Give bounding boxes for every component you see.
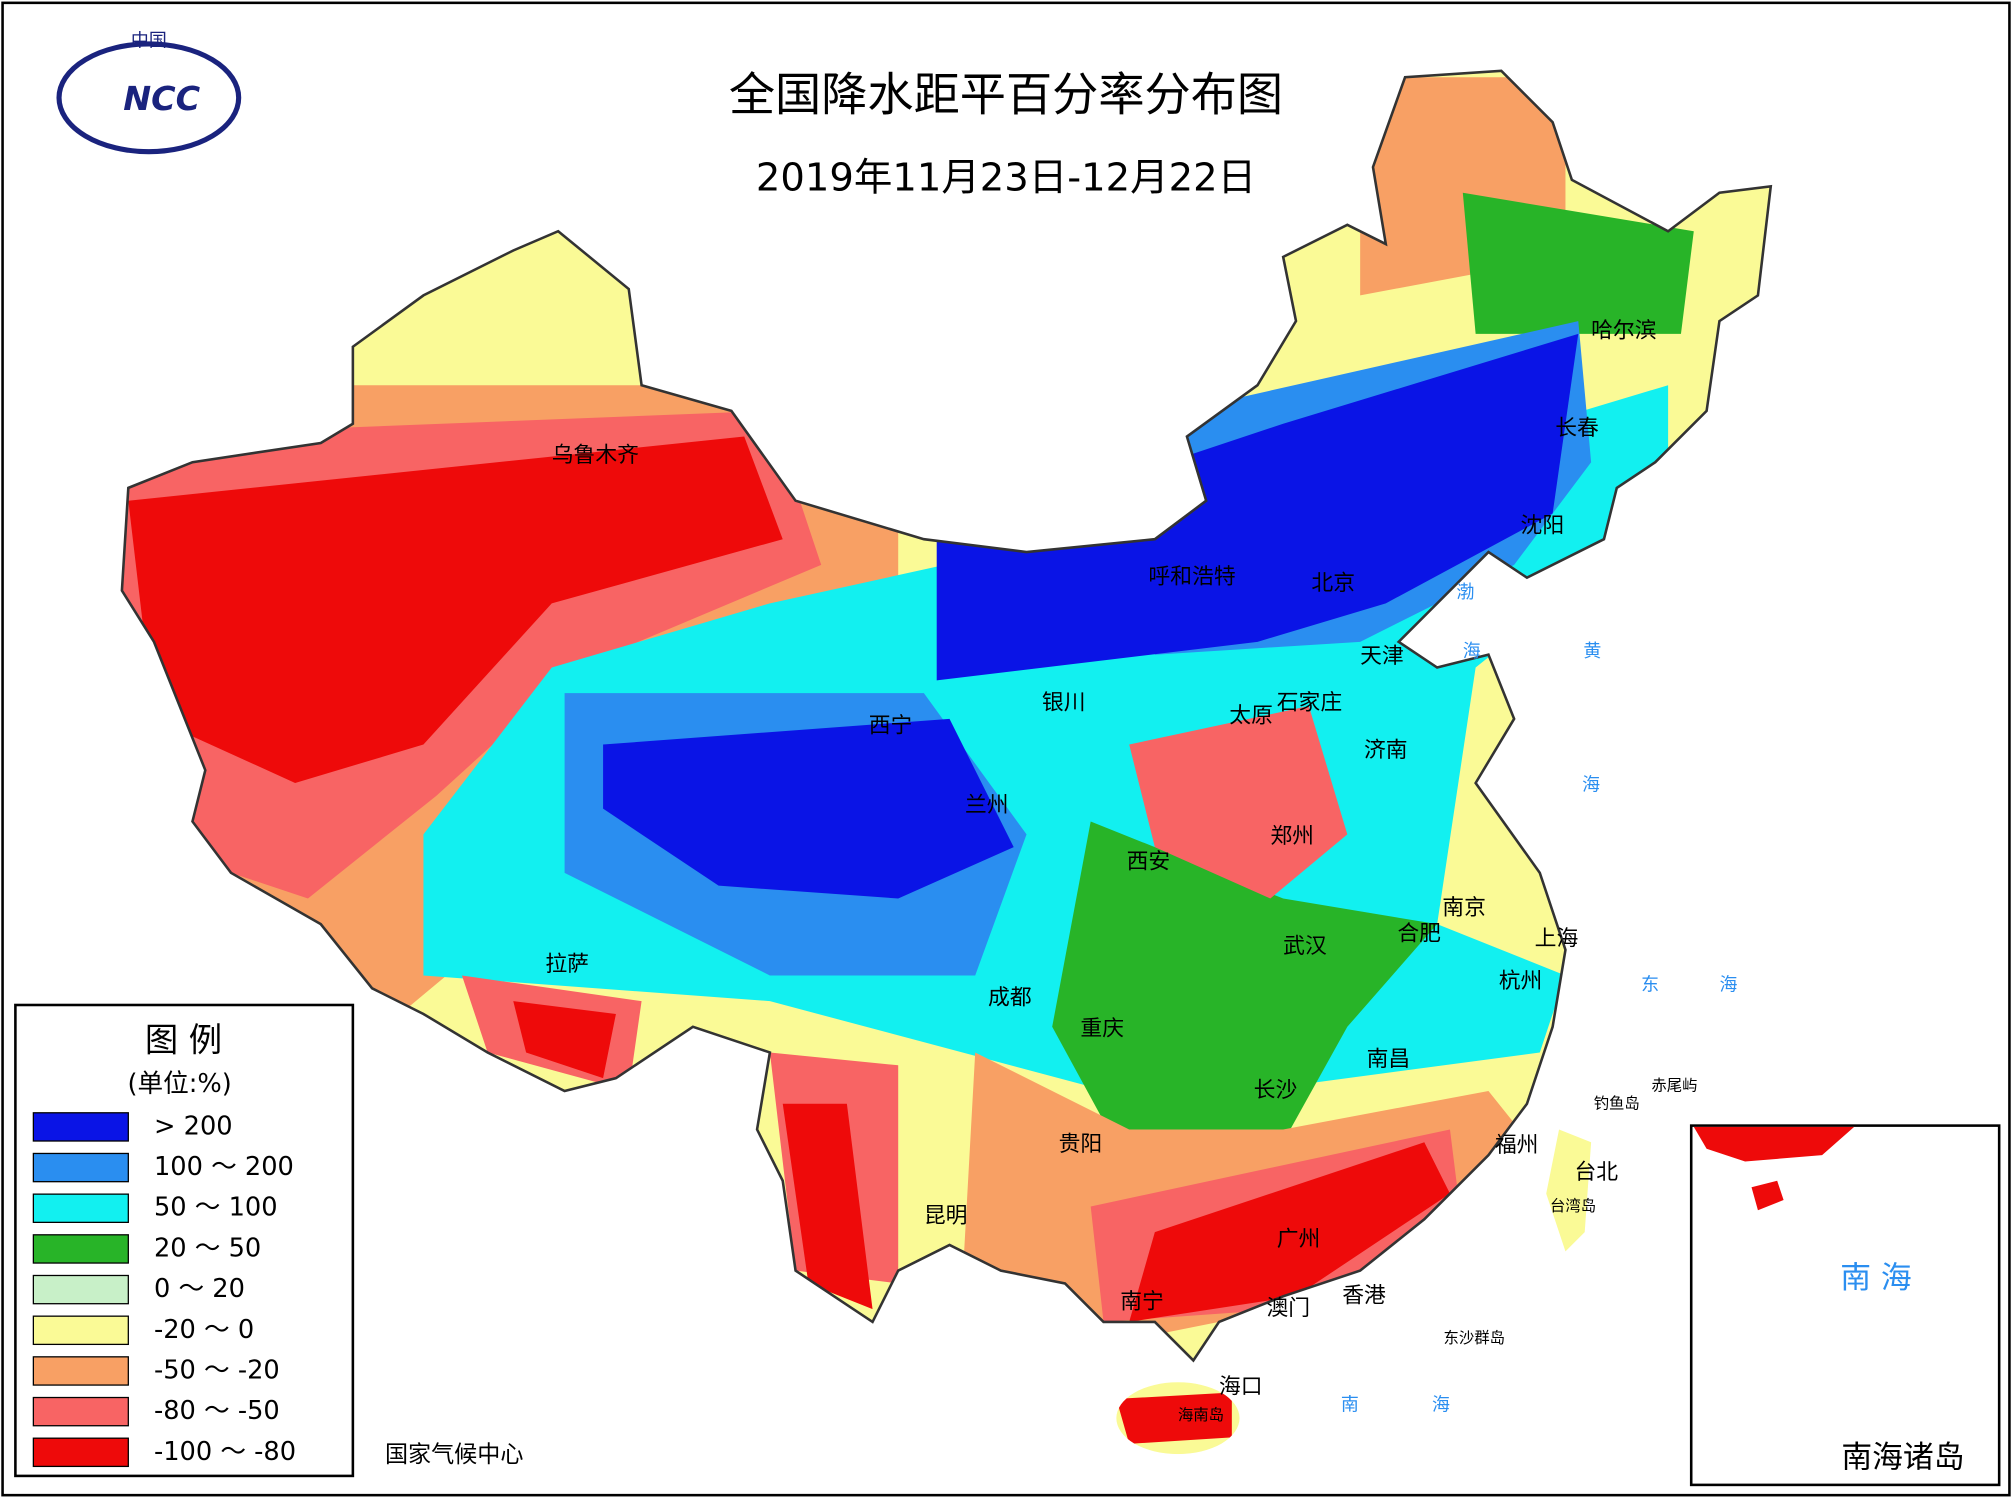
inset-title: 南海诸岛 — [1841, 1440, 1964, 1476]
legend-swatch — [32, 1315, 129, 1346]
logo-text: NCC — [123, 79, 200, 118]
subtitle: 2019年11月23日-12月22日 — [756, 155, 1256, 200]
map-label: 东 — [1641, 975, 1659, 996]
map-label: 乌鲁木齐 — [552, 443, 639, 468]
map-label: 渤 — [1456, 582, 1474, 603]
legend-label: 50 ～ 100 — [154, 1193, 278, 1223]
map-label: 海 — [1463, 641, 1481, 662]
legend-swatch — [32, 1112, 129, 1142]
map-label: 武汉 — [1283, 934, 1327, 959]
map-label: 海 — [1432, 1394, 1450, 1415]
map-label: 福州 — [1495, 1133, 1539, 1158]
legend-swatch — [32, 1396, 129, 1427]
legend-title: 图 例 — [145, 1021, 222, 1060]
map-label: 拉萨 — [545, 952, 589, 977]
legend-swatch — [32, 1193, 129, 1224]
map-label: 重庆 — [1080, 1016, 1124, 1041]
map-label: 香港 — [1342, 1283, 1386, 1308]
map-label: 南京 — [1442, 896, 1486, 921]
map-label: 沈阳 — [1521, 513, 1565, 538]
map-label: 贵阳 — [1059, 1132, 1103, 1157]
map-label: 哈尔滨 — [1591, 318, 1656, 343]
legend-unit: (单位:%) — [127, 1069, 231, 1099]
map-label: 西宁 — [869, 714, 913, 739]
legend-swatch — [32, 1234, 129, 1264]
map-label: 长沙 — [1254, 1078, 1298, 1103]
logo-ring — [56, 41, 242, 155]
map-label: 钓鱼岛 — [1594, 1094, 1640, 1112]
map-label: 兰州 — [965, 793, 1009, 818]
map-label: 上海 — [1535, 927, 1579, 952]
map-label: 呼和浩特 — [1148, 565, 1235, 590]
region — [513, 1001, 1450, 1444]
map-label: 赤尾屿 — [1651, 1076, 1697, 1094]
map-label: 南昌 — [1367, 1047, 1411, 1072]
region — [1052, 821, 1438, 1168]
region — [603, 333, 1579, 899]
map-label: 天津 — [1360, 644, 1404, 669]
map-label: 台北 — [1574, 1160, 1618, 1185]
map-label: 澳门 — [1266, 1296, 1310, 1321]
inset-box — [1689, 1124, 2001, 1487]
legend-label: 100 ～ 200 — [154, 1152, 294, 1182]
map-label: 银川 — [1042, 690, 1086, 715]
map-label: 海南岛 — [1178, 1406, 1224, 1424]
map-label: 东沙群岛 — [1444, 1329, 1506, 1347]
footer: 国家气候中心 — [385, 1442, 523, 1468]
legend-swatch — [32, 1356, 129, 1386]
legend-label: -50 ～ -20 — [154, 1355, 280, 1385]
map-label: 西安 — [1127, 850, 1171, 875]
legend-swatch — [32, 1274, 129, 1305]
map-label: 太原 — [1229, 703, 1273, 728]
map-label: 长春 — [1555, 416, 1599, 441]
map-label: 合肥 — [1397, 921, 1441, 946]
map-label: 广州 — [1277, 1227, 1321, 1252]
logo-top: 中国 — [131, 30, 167, 51]
map-label: 郑州 — [1270, 824, 1314, 849]
legend-label: -20 ～ 0 — [154, 1315, 254, 1345]
legend-swatch — [32, 1152, 129, 1183]
map-label: 济南 — [1364, 738, 1408, 763]
legend-label: -80 ～ -50 — [154, 1396, 280, 1426]
border — [120, 69, 1773, 1363]
legend: 图 例 (单位:%) > 200 100 ～ 200 50 ～ 100 20 ～ 50… — [14, 1003, 355, 1478]
map-label: 石家庄 — [1277, 690, 1342, 715]
legend-label: -100 ～ -80 — [154, 1437, 296, 1467]
map-label: 南宁 — [1120, 1290, 1164, 1315]
legend-swatch — [32, 1437, 129, 1468]
title: 全国降水距平百分率分布图 — [729, 67, 1283, 121]
logo: 中国 NCC — [56, 30, 242, 155]
inset-region — [1693, 1126, 1855, 1211]
region — [128, 436, 783, 784]
legend-label: > 200 — [154, 1111, 233, 1141]
map-label: 杭州 — [1499, 969, 1543, 994]
map-label: 南 — [1341, 1394, 1359, 1415]
legend-label: 20 ～ 50 — [154, 1233, 261, 1263]
legend-label: 0 ～ 20 — [154, 1274, 245, 1304]
map-label: 海 — [1719, 975, 1737, 996]
map-label: 黄 — [1583, 641, 1601, 662]
inset-sea: 南 海 — [1840, 1260, 1911, 1296]
map-label: 昆明 — [924, 1204, 968, 1229]
map-label: 成都 — [988, 986, 1032, 1011]
map-label: 海 — [1582, 775, 1600, 796]
map-label: 海口 — [1219, 1374, 1263, 1399]
region — [1462, 192, 1694, 334]
map-label: 北京 — [1311, 571, 1355, 596]
map-label: 台湾岛 — [1550, 1197, 1596, 1215]
